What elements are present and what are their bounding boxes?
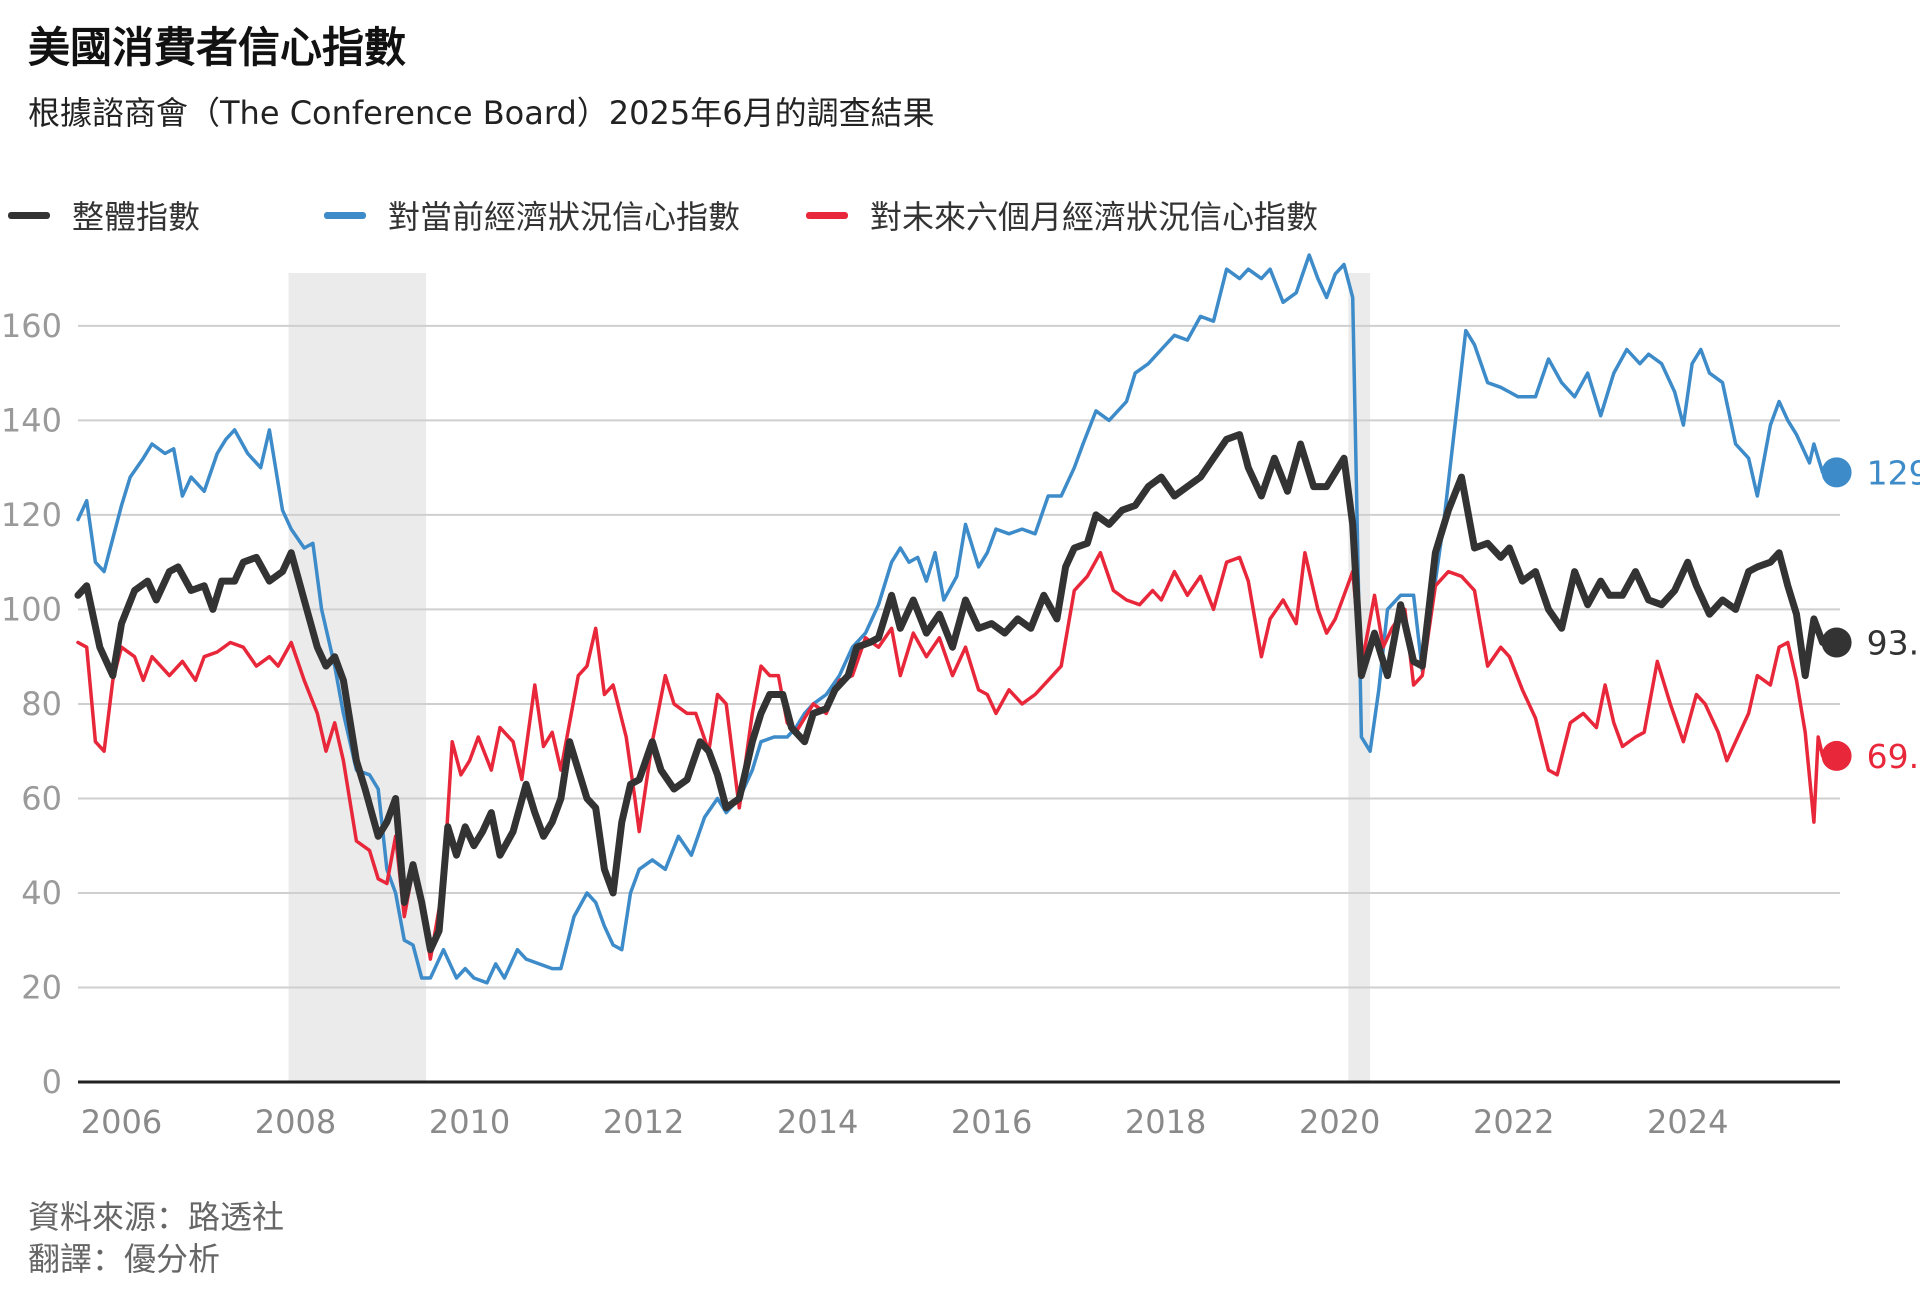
x-tick-label-2008: 2008 — [255, 1103, 336, 1141]
source-note: 資料來源：路透社 — [28, 1198, 285, 1236]
x-tick-label-2012: 2012 — [603, 1103, 684, 1141]
x-tick-label-2022: 2022 — [1473, 1103, 1554, 1141]
legend-swatch-overall — [8, 211, 50, 219]
x-tick-label-2020: 2020 — [1299, 1103, 1380, 1141]
legend-item-overall: 整體指數 — [8, 192, 200, 238]
x-tick-label-2016: 2016 — [951, 1103, 1032, 1141]
x-tick-label-2006: 2006 — [81, 1103, 162, 1141]
end-marker-present — [1821, 457, 1852, 488]
legend-swatch-present — [324, 211, 367, 219]
legend-item-present: 對當前經濟狀況信心指數 — [324, 192, 740, 238]
chart-title: 美國消費者信心指數 — [28, 23, 407, 72]
x-tick-label-2024: 2024 — [1647, 1103, 1728, 1141]
legend-label-overall: 整體指數 — [72, 198, 201, 236]
end-label-overall: 93.0 — [1867, 624, 1920, 663]
y-tick-label-40: 40 — [21, 874, 62, 912]
y-tick-label-160: 160 — [1, 307, 62, 345]
legend-label-present: 對當前經濟狀況信心指數 — [388, 198, 741, 236]
legend-label-expectations: 對未來六個月經濟狀況信心指數 — [870, 198, 1319, 236]
legend-item-expectations: 對未來六個月經濟狀況信心指數 — [806, 192, 1318, 238]
y-tick-label-100: 100 — [1, 590, 62, 628]
end-marker-expectations — [1821, 740, 1852, 771]
end-label-expectations: 69.0 — [1867, 737, 1920, 776]
y-tick-label-140: 140 — [1, 401, 62, 439]
legend: 整體指數 對當前經濟狀況信心指數 對未來六個月經濟狀況信心指數 — [8, 192, 1384, 238]
end-label-present: 129.1 — [1867, 453, 1920, 492]
translation-note: 翻譯：優分析 — [28, 1240, 221, 1278]
y-tick-label-20: 20 — [21, 968, 62, 1006]
legend-swatch-expectations — [806, 211, 849, 219]
chart-subtitle: 根據諮商會（The Conference Board）2025年6月的調查結果 — [28, 94, 935, 132]
series-line-expectations — [76, 550, 1825, 961]
series-line-overall — [74, 431, 1827, 954]
x-tick-label-2010: 2010 — [429, 1103, 510, 1141]
y-tick-label-120: 120 — [1, 496, 62, 534]
end-marker-overall — [1821, 627, 1852, 658]
y-tick-label-60: 60 — [21, 779, 62, 817]
x-tick-label-2018: 2018 — [1125, 1103, 1206, 1141]
x-tick-label-2014: 2014 — [777, 1103, 858, 1141]
y-tick-label-80: 80 — [21, 685, 62, 723]
recession-band-0 — [288, 273, 427, 1082]
y-tick-label-0: 0 — [42, 1063, 62, 1101]
